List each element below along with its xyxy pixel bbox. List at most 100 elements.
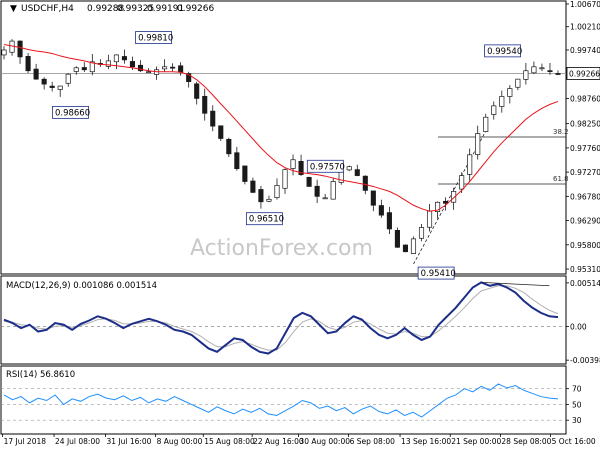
trend-line: [413, 130, 487, 265]
candle-body: [346, 166, 352, 171]
candle-body: [121, 56, 127, 61]
swing-label-box: [417, 266, 455, 280]
x-tick-label: 6 Sep 08:00: [350, 437, 396, 446]
x-tick-label: 30 Aug 00:00: [299, 437, 350, 446]
fib-level-label: 38.2: [553, 128, 569, 136]
candle-body: [306, 176, 312, 187]
candle-body: [41, 78, 47, 85]
candle-body: [234, 152, 240, 170]
price-axis: 1.00670 1.00210 0.99740 0.99266 0.98760 0.982…: [566, 0, 600, 274]
candle-body: [162, 66, 168, 70]
candle-body: [515, 78, 521, 88]
price-tick-label: 0.98250: [570, 120, 600, 129]
candle-body: [451, 191, 457, 203]
candle-body: [250, 180, 256, 193]
candle-body: [73, 67, 79, 72]
candle-body: [113, 54, 119, 63]
macd-divergence-line: [481, 281, 550, 287]
candle-body: [266, 198, 272, 202]
candle-body: [523, 70, 529, 80]
x-tick-label: 17 Jul 2018: [4, 437, 47, 446]
swing-label-text: 0.96510: [249, 215, 284, 225]
rsi-tick-label: 70: [572, 385, 582, 394]
macd-signal-line: [3, 285, 559, 351]
swing-label-text: 0.98660: [55, 108, 90, 118]
candle-body: [402, 244, 408, 253]
candle-body: [65, 73, 71, 84]
macd-panel-frame: [0, 275, 567, 365]
candle-body: [394, 230, 400, 248]
candle-body: [354, 169, 360, 176]
macd-title: MACD(12,26,9) 0.001086 0.001514: [6, 281, 157, 291]
macd-tick-label: 0.00: [570, 322, 587, 331]
candle-body: [314, 185, 320, 197]
candle-body: [322, 197, 328, 200]
candle-body: [33, 68, 39, 80]
candle-body: [178, 65, 184, 73]
header-close: 0.99266: [177, 4, 214, 14]
candle-body: [57, 85, 63, 90]
rsi-marks: 70 50 30: [1, 383, 582, 425]
price-tick-label: 1.00210: [570, 23, 600, 32]
candle-body: [483, 116, 489, 132]
rsi-line: [3, 383, 559, 418]
rsi-tick-label: 30: [572, 416, 582, 425]
candle-body: [386, 212, 392, 230]
fib-level-label: 61.8: [553, 175, 569, 183]
x-tick-label: 13 Sep 16:00: [401, 437, 451, 446]
candle-body: [418, 227, 425, 239]
header-symbol: USDCHF,H4: [21, 4, 74, 14]
macd-tick-label: 0.005141: [570, 279, 600, 288]
price-tick-label: 0.97760: [570, 144, 600, 153]
price-marks: 38.2 61.8 0.98660 0.99810 0.96510 0.97570 0.95…: [1, 31, 569, 280]
header-low: 0.99191: [147, 4, 184, 14]
x-tick-label: 22 Aug 16:00: [253, 437, 304, 446]
candle-body: [410, 238, 417, 254]
candle-body: [531, 66, 537, 74]
rsi-panel-frame: [0, 365, 567, 435]
candle-body: [129, 61, 136, 68]
candle-body: [25, 56, 31, 72]
x-tick-label: 28 Sep 08:00: [501, 437, 551, 446]
swing-label-text: 0.95410: [421, 269, 456, 279]
candle-body: [242, 165, 248, 182]
candle-body: [290, 159, 296, 169]
candle-body: [194, 83, 200, 99]
candle-body: [89, 61, 95, 73]
candle-body: [145, 71, 152, 74]
price-panel-frame: [0, 0, 567, 275]
candle-body: [555, 73, 561, 75]
candle-body: [258, 189, 264, 203]
candle-body: [426, 210, 433, 228]
swing-label-box: [135, 31, 172, 44]
candle-body: [547, 70, 553, 72]
candle-body: [370, 190, 376, 206]
candle-body: [539, 67, 545, 70]
swing-label-text: 0.99810: [138, 34, 173, 44]
price-tick-label: 0.97270: [570, 168, 600, 177]
candle-body: [475, 133, 481, 155]
x-axis: 17 Jul 2018 24 Jul 08:00 31 Jul 16:00 8 Aug…: [2, 434, 596, 446]
candle-body: [362, 175, 368, 191]
x-tick-label: 21 Sep 00:00: [451, 437, 501, 446]
candle-body: [202, 95, 208, 114]
price-tick-label: 0.98760: [570, 94, 600, 103]
candle-body: [378, 205, 384, 216]
macd-tick-label: -0.003982: [570, 356, 600, 365]
candle-body: [282, 169, 288, 189]
candle-body: [443, 200, 449, 204]
rsi-title: RSI(14) 56.8610: [6, 370, 75, 380]
candle-body: [499, 96, 505, 107]
candle-body: [459, 175, 465, 190]
header-open: 0.99288: [87, 4, 124, 14]
swing-label-box: [245, 212, 283, 226]
swing-label-box: [484, 44, 522, 58]
candle-body: [274, 185, 280, 198]
moving-average-line: [3, 44, 559, 212]
price-tick-label: 0.96780: [570, 192, 600, 201]
candle-body: [137, 64, 144, 72]
candle-body: [507, 88, 513, 97]
swing-label-box: [306, 159, 344, 173]
candle-body: [186, 73, 192, 82]
